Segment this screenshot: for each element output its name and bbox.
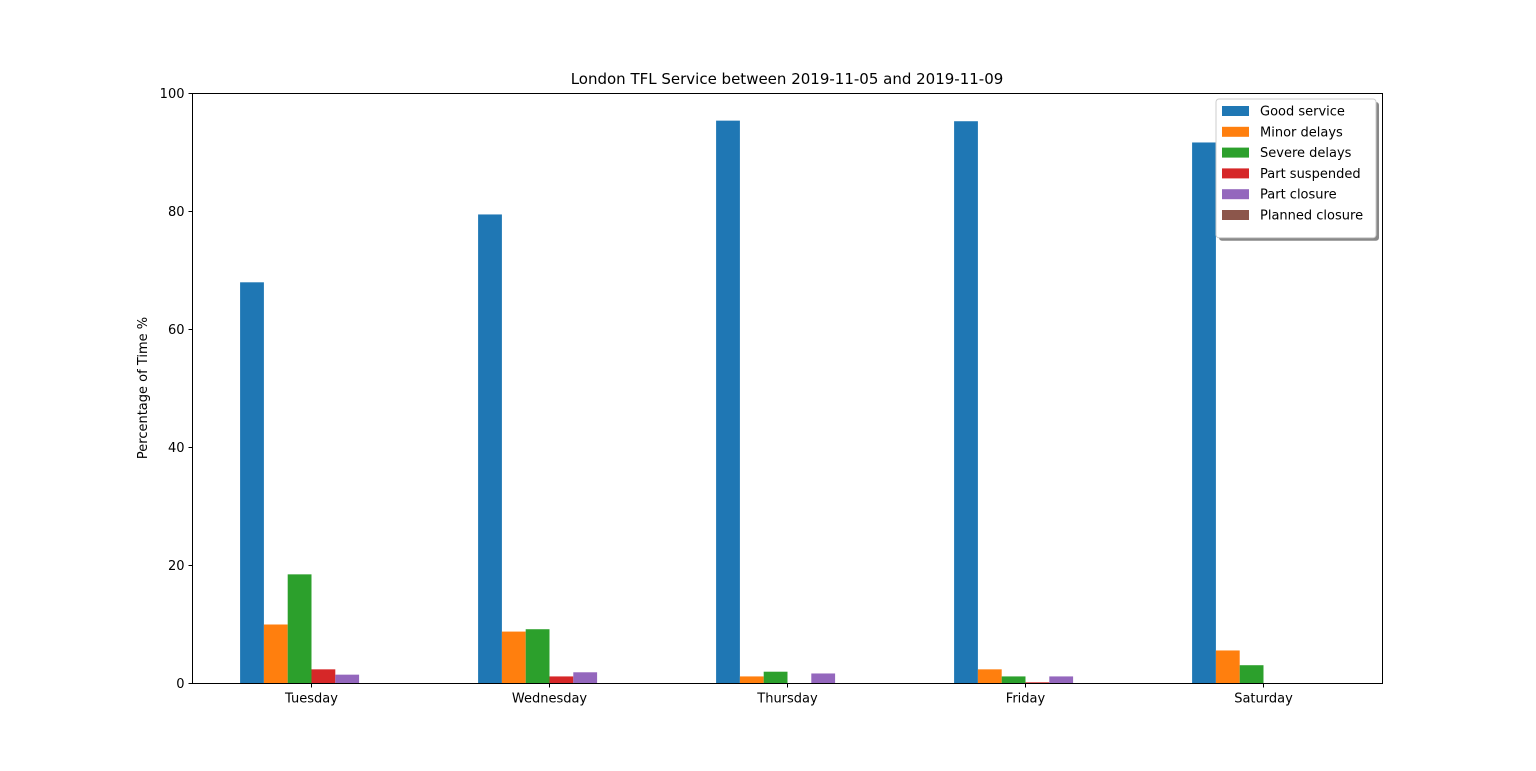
bar: [1239, 665, 1264, 684]
y-tick-label: 60: [168, 323, 185, 338]
series-part-closure: [335, 672, 1074, 684]
legend-swatch: [1222, 126, 1249, 137]
chart-title: London TFL Service between 2019-11-05 an…: [571, 70, 1004, 88]
bar: [240, 282, 264, 684]
bar: [1001, 676, 1026, 684]
y-tick-label: 0: [176, 677, 184, 692]
series-minor-delays: [263, 624, 1240, 684]
legend-box: [1215, 98, 1377, 239]
legend-label: Planned closure: [1260, 209, 1363, 224]
bar: [549, 676, 574, 684]
y-tick-label: 20: [168, 559, 185, 574]
bar: [1049, 676, 1074, 684]
ticks-layer: 0 20 40 60 80 100 Tuesday Wednesday Thursday Frid…: [160, 87, 1293, 707]
x-tick-label: Tuesday: [284, 692, 338, 707]
bar: [335, 674, 360, 684]
bar: [954, 121, 978, 684]
legend-swatch: [1222, 106, 1249, 116]
bar: [501, 631, 526, 684]
legend-swatch: [1222, 210, 1249, 220]
bar: [716, 120, 740, 684]
series-severe-delays: [287, 574, 1264, 684]
x-tick-label: Friday: [1006, 692, 1046, 707]
bar: [763, 671, 788, 684]
x-tick-label: Wednesday: [512, 692, 588, 707]
legend-swatch: [1222, 168, 1249, 179]
legend-label: Part closure: [1260, 188, 1337, 203]
x-tick-label: Thursday: [756, 692, 818, 707]
bar: [1192, 142, 1216, 684]
y-tick-label: 40: [168, 441, 185, 456]
legend-swatch: [1222, 147, 1249, 158]
bar: [1025, 682, 1050, 684]
bar: [811, 673, 836, 684]
legend-label: Part suspended: [1260, 167, 1361, 182]
y-tick-label: 80: [168, 205, 185, 220]
y-axis-label: Percentage of Time %: [136, 317, 151, 459]
legend-label: Minor delays: [1260, 125, 1343, 140]
legend-label: Good service: [1260, 105, 1345, 120]
bar: [573, 672, 598, 684]
bars-layer: [240, 120, 1264, 684]
bar: [311, 669, 336, 684]
legend-swatch: [1222, 189, 1249, 200]
bar: [739, 676, 764, 684]
x-tick-label: Saturday: [1234, 692, 1293, 707]
bar: [478, 214, 502, 684]
bar: [263, 624, 288, 684]
bar: [1215, 650, 1240, 684]
bar: [525, 629, 550, 684]
bar: [287, 574, 312, 684]
legend: Good service Minor delays Severe delays Par…: [1215, 98, 1379, 241]
legend-label: Severe delays: [1260, 146, 1352, 161]
series-good-service: [240, 120, 1216, 684]
bar: [977, 669, 1002, 684]
series-part-suspended: [311, 669, 1050, 684]
plot-frame: [192, 93, 1383, 684]
y-tick-label: 100: [160, 87, 185, 102]
